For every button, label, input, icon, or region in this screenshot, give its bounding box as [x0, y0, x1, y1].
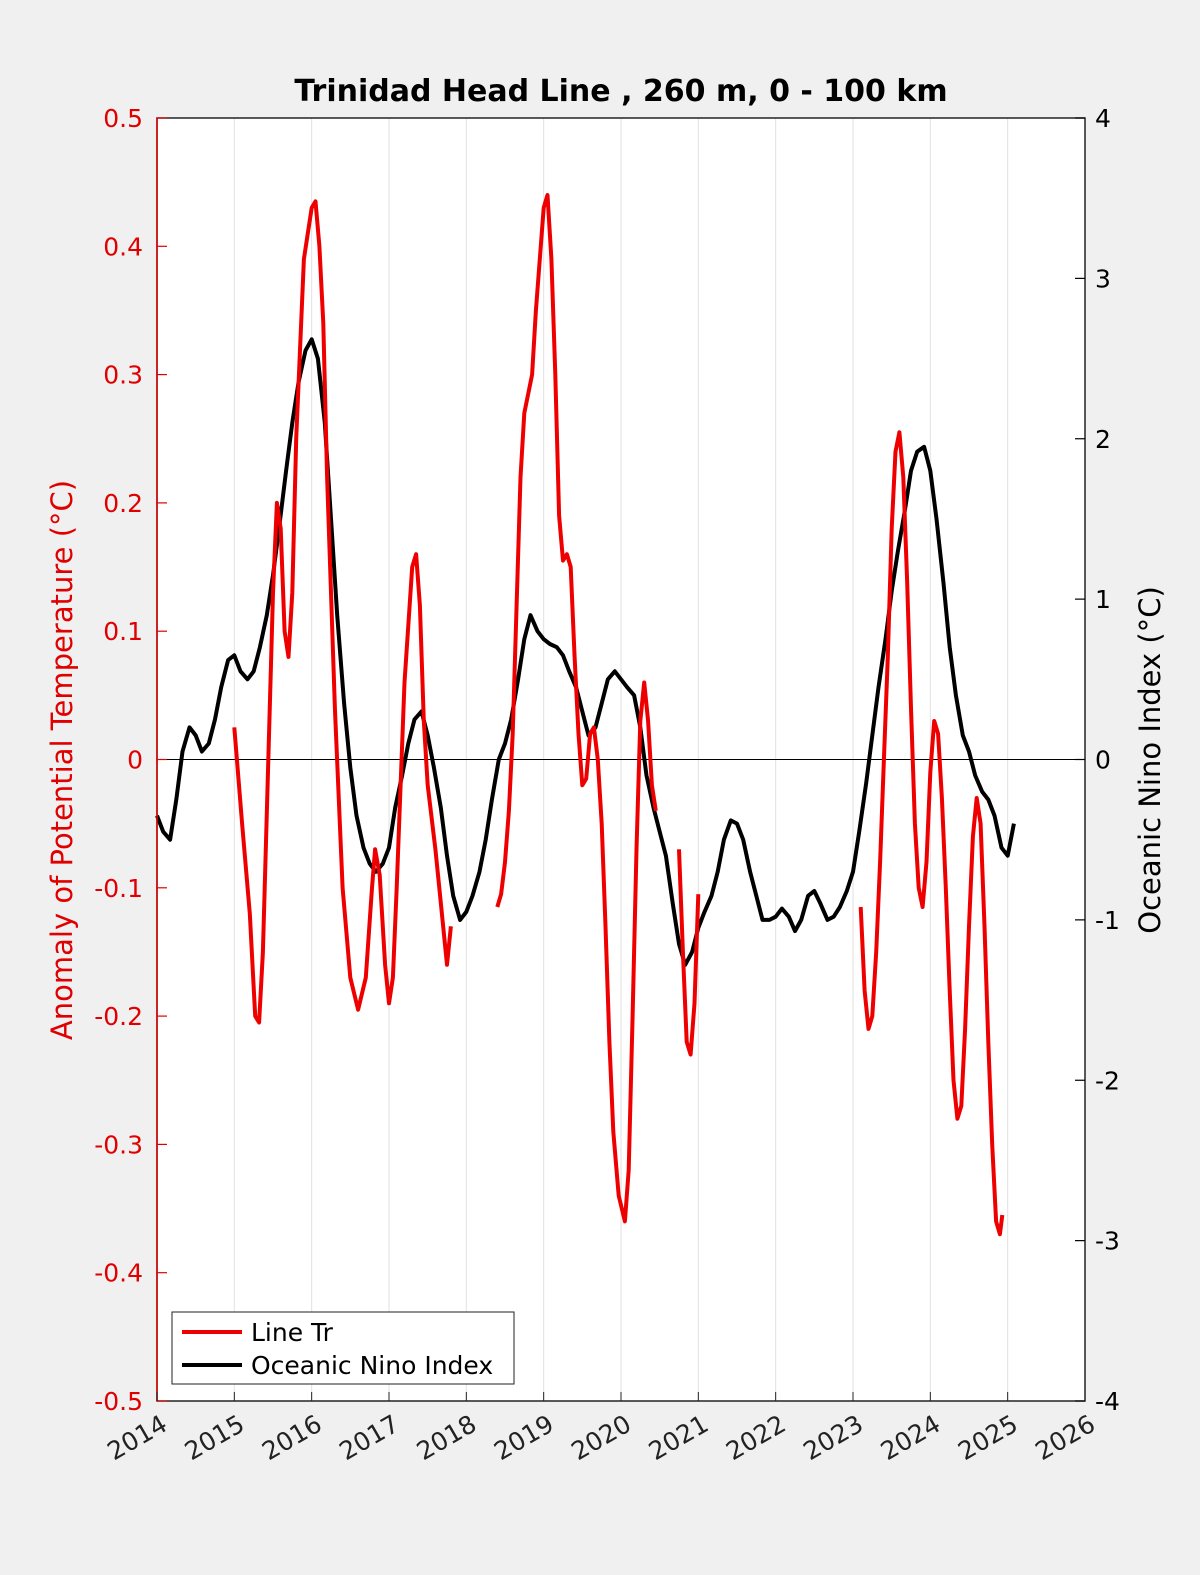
left-tick-label--0.4: -0.4 — [94, 1259, 143, 1288]
right-axis: -4 -3 -2 -1 0 1 2 3 4 — [1075, 104, 1120, 1416]
x-tick-label-2016: 2016 — [257, 1409, 327, 1466]
left-axis-label: Anomaly of Potential Temperature (°C) — [45, 480, 79, 1040]
right-tick-label--2: -2 — [1095, 1066, 1120, 1095]
right-axis-label: Oceanic Nino Index (°C) — [1133, 586, 1167, 934]
left-tick-label-0.4: 0.4 — [103, 232, 143, 261]
right-tick-label-1: 1 — [1095, 585, 1111, 614]
left-tick-label--0.3: -0.3 — [94, 1130, 143, 1159]
x-tick-label-2020: 2020 — [566, 1409, 636, 1466]
right-tick-label-4: 4 — [1095, 104, 1111, 133]
right-tick-label--3: -3 — [1095, 1227, 1120, 1256]
x-tick-label-2022: 2022 — [721, 1409, 791, 1466]
x-tick-label-2017: 2017 — [334, 1409, 404, 1466]
left-axis: -0.5 -0.4 -0.3 -0.2 -0.1 0 0.1 0.2 0.3 0.4 0.5 — [94, 104, 167, 1416]
left-tick-label--0.5: -0.5 — [94, 1387, 143, 1416]
x-tick-label-2026: 2026 — [1030, 1409, 1100, 1466]
left-tick-label--0.1: -0.1 — [94, 874, 143, 903]
x-axis: 2014 2015 2016 2017 2018 2019 2020 2021 2022 2023… — [102, 1392, 1100, 1466]
x-tick-label-2021: 2021 — [644, 1409, 714, 1466]
right-tick-label--1: -1 — [1095, 906, 1120, 935]
series-line-tr-segment-1 — [495, 193, 658, 1224]
left-tick-label-0.2: 0.2 — [103, 489, 143, 518]
left-tick-label-0: 0 — [127, 746, 143, 775]
x-tick-label-2014: 2014 — [102, 1409, 172, 1466]
right-tick-label-2: 2 — [1095, 425, 1111, 454]
left-tick-label-0.5: 0.5 — [103, 104, 143, 133]
x-tick-label-2015: 2015 — [180, 1409, 250, 1466]
x-tick-label-2018: 2018 — [412, 1409, 482, 1466]
series-line-tr-segment-3 — [858, 430, 1005, 1237]
left-tick-label-0.3: 0.3 — [103, 361, 143, 390]
legend-label-line-tr: Line Tr — [251, 1318, 334, 1347]
legend: Line Tr Oceanic Nino Index — [171, 1311, 515, 1385]
right-tick-label-0: 0 — [1095, 746, 1111, 775]
series-line-tr-segment-2 — [677, 849, 701, 1057]
series-layer — [155, 193, 1016, 1237]
left-tick-label--0.2: -0.2 — [94, 1002, 143, 1031]
series-line-tr-segment-0 — [232, 199, 453, 1025]
legend-box — [171, 1311, 515, 1385]
x-tick-label-2025: 2025 — [953, 1409, 1023, 1466]
right-tick-label--4: -4 — [1095, 1387, 1120, 1416]
x-tick-label-2024: 2024 — [876, 1409, 946, 1466]
chart-title: Trinidad Head Line , 260 m, 0 - 100 km — [294, 74, 947, 109]
left-tick-label-0.1: 0.1 — [103, 617, 143, 646]
right-tick-label-3: 3 — [1095, 264, 1111, 293]
x-tick-label-2019: 2019 — [489, 1409, 559, 1466]
x-tick-label-2023: 2023 — [798, 1409, 868, 1466]
legend-label-oni: Oceanic Nino Index — [251, 1351, 493, 1380]
